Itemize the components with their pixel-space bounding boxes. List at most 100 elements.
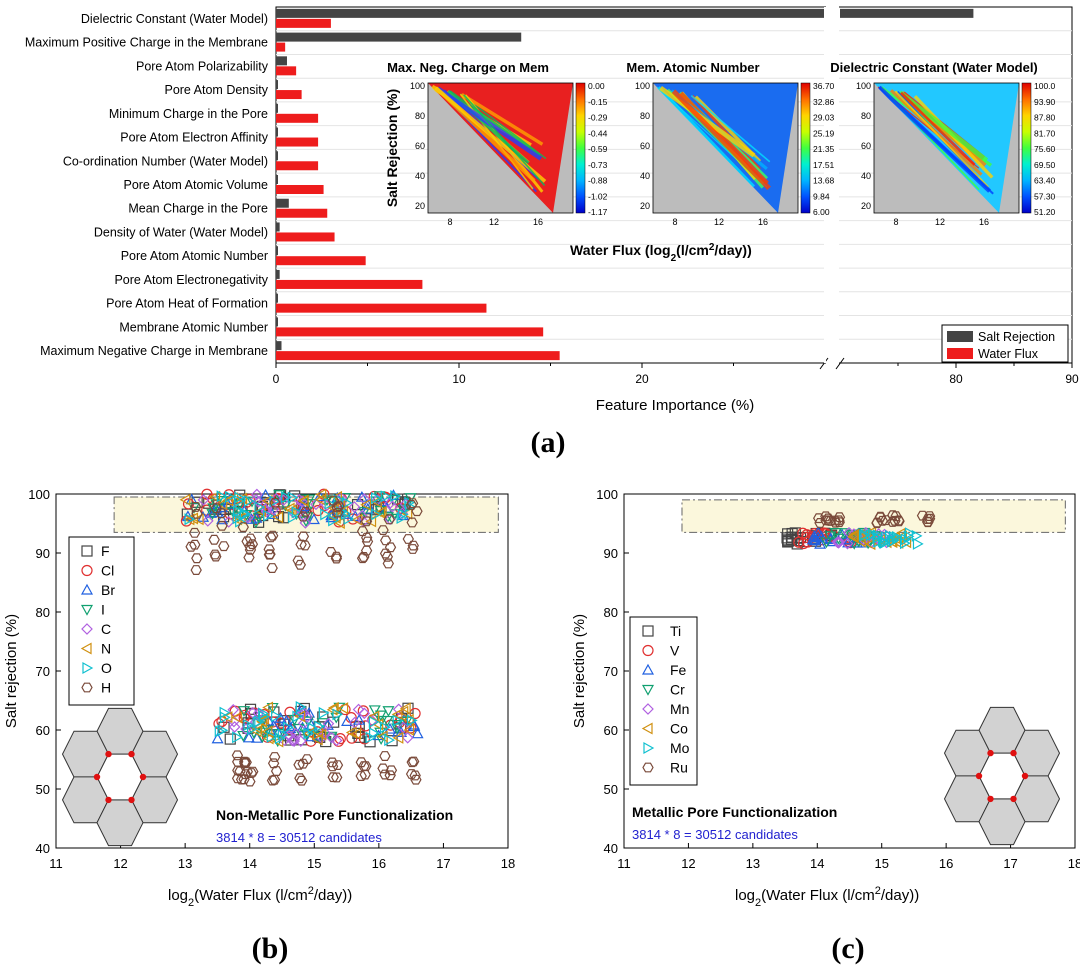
x-axis-label: log2(Water Flux (l/cm2/day)) xyxy=(168,885,352,909)
flux-bar xyxy=(276,256,366,266)
y-tick-label: 100 xyxy=(596,487,618,502)
marker-hexagon xyxy=(356,526,369,537)
marker-triangle-right xyxy=(282,721,294,734)
salt-bar xyxy=(840,8,974,18)
label-sub: 2 xyxy=(755,897,761,909)
marker-triangle-left xyxy=(402,713,414,726)
marker-hexagon xyxy=(188,527,201,538)
x-tick-label: 0 xyxy=(273,372,280,386)
legend-label: Ti xyxy=(670,623,681,639)
marker-square xyxy=(785,533,798,546)
marker-diamond xyxy=(301,711,313,723)
marker-hexagon xyxy=(355,757,367,768)
marker-hexagon xyxy=(356,553,369,564)
y-tick-label: 90 xyxy=(36,546,50,561)
flux-bar xyxy=(276,279,423,289)
inset-x-tick: 12 xyxy=(935,217,945,227)
legend-label: H xyxy=(101,680,111,696)
marker-triangle-right xyxy=(219,706,231,719)
salt-bar xyxy=(276,317,278,327)
marker-triangle-right xyxy=(292,710,304,723)
category-label: Pore Atom Density xyxy=(164,83,268,97)
marker-triangle-right xyxy=(263,509,274,522)
marker-triangle-left xyxy=(848,528,860,541)
marker-hexagon xyxy=(210,551,222,562)
marker-triangle-up xyxy=(242,731,255,743)
marker-hexagon xyxy=(218,541,230,552)
legend: Salt Rejection Water Flux xyxy=(941,324,1069,363)
legend-box xyxy=(629,616,698,786)
marker-hexagon xyxy=(326,757,338,768)
colorbar-label: 21.35 xyxy=(813,144,835,154)
marker-diamond xyxy=(227,703,240,716)
marker-triangle-down xyxy=(256,732,269,744)
marker-hexagon xyxy=(379,548,392,559)
x-axis-label: log2(Water Flux (l/cm2/day)) xyxy=(735,885,919,909)
inset-y-tick: 80 xyxy=(640,111,650,121)
marker-hexagon xyxy=(237,522,249,533)
marker-hexagon xyxy=(270,766,283,777)
x-tick-label: 14 xyxy=(242,856,256,871)
marker-hexagon xyxy=(408,756,420,767)
hexagonal-pore-motif xyxy=(943,706,1061,846)
marker-triangle-right xyxy=(320,508,332,521)
marker-triangle-right xyxy=(288,511,299,524)
legend-swatch xyxy=(947,331,973,342)
marker-hexagon xyxy=(244,533,257,544)
marker-triangle-left xyxy=(641,722,653,735)
y-tick-label: 70 xyxy=(36,664,50,679)
marker-hexagon xyxy=(266,563,278,574)
marker-triangle-up xyxy=(280,714,293,726)
inset-contour-streak xyxy=(894,90,989,188)
inset-y-tick: 100 xyxy=(856,81,871,91)
marker-hexagon xyxy=(231,750,244,761)
y-tick-label: 70 xyxy=(604,664,618,679)
marker-triangle-down xyxy=(820,537,833,549)
y-tick-label: 60 xyxy=(604,723,618,738)
marker-hexagon xyxy=(267,758,280,769)
marker-hexagon xyxy=(820,511,832,522)
inset-contour-streak xyxy=(877,85,992,193)
marker-hexagon xyxy=(331,502,343,513)
flux-bar xyxy=(276,351,560,361)
marker-triangle-left xyxy=(222,494,234,507)
inset-map-1: Max. Neg. Charge on Mem 8 12 16 100 80 60 40 20 0… xyxy=(387,60,608,227)
panel-label-b: (b) xyxy=(252,932,289,965)
marker-triangle-right xyxy=(365,731,377,744)
flux-bar xyxy=(276,327,544,337)
marker-triangle-right xyxy=(903,530,915,543)
colorbar-label: 32.86 xyxy=(813,97,835,107)
pore-atom-dot xyxy=(139,773,147,781)
salt-bar xyxy=(276,8,826,18)
legend-label: Mn xyxy=(670,701,689,717)
marker-triangle-right xyxy=(214,725,226,738)
marker-hexagon xyxy=(299,540,311,551)
legend-label: O xyxy=(101,660,112,676)
category-label: Pore Atom Electronegativity xyxy=(114,273,268,287)
marker-triangle-up xyxy=(641,663,655,675)
colorbar-label: 87.80 xyxy=(1034,113,1056,123)
label-part: log xyxy=(168,887,188,904)
pore-atom-dot xyxy=(975,772,983,780)
marker-hexagon xyxy=(245,768,257,778)
marker-triangle-right xyxy=(371,492,382,505)
salt-bar xyxy=(276,80,278,90)
legend-box xyxy=(68,536,135,706)
marker-hexagon xyxy=(402,534,414,544)
marker-triangle-down xyxy=(288,714,301,726)
panel-b-chart: 11 12 13 14 15 16 17 18 40 50 60 70 80 90 100 Salt reje… xyxy=(3,487,515,909)
marker-triangle-right xyxy=(239,508,251,521)
marker-square xyxy=(224,733,236,745)
marker-diamond xyxy=(81,623,93,635)
marker-triangle-right xyxy=(233,505,244,518)
marker-hexagon xyxy=(381,551,393,562)
marker-hexagon xyxy=(246,539,259,550)
marker-hexagon xyxy=(185,541,197,552)
marker-hexagon xyxy=(874,512,886,523)
category-label: Pore Atom Electron Affinity xyxy=(120,131,269,145)
marker-hexagon xyxy=(833,515,845,526)
marker-hexagon xyxy=(405,500,417,510)
marker-triangle-right xyxy=(234,491,246,504)
marker-square xyxy=(244,703,257,715)
inset-frame xyxy=(652,82,799,214)
